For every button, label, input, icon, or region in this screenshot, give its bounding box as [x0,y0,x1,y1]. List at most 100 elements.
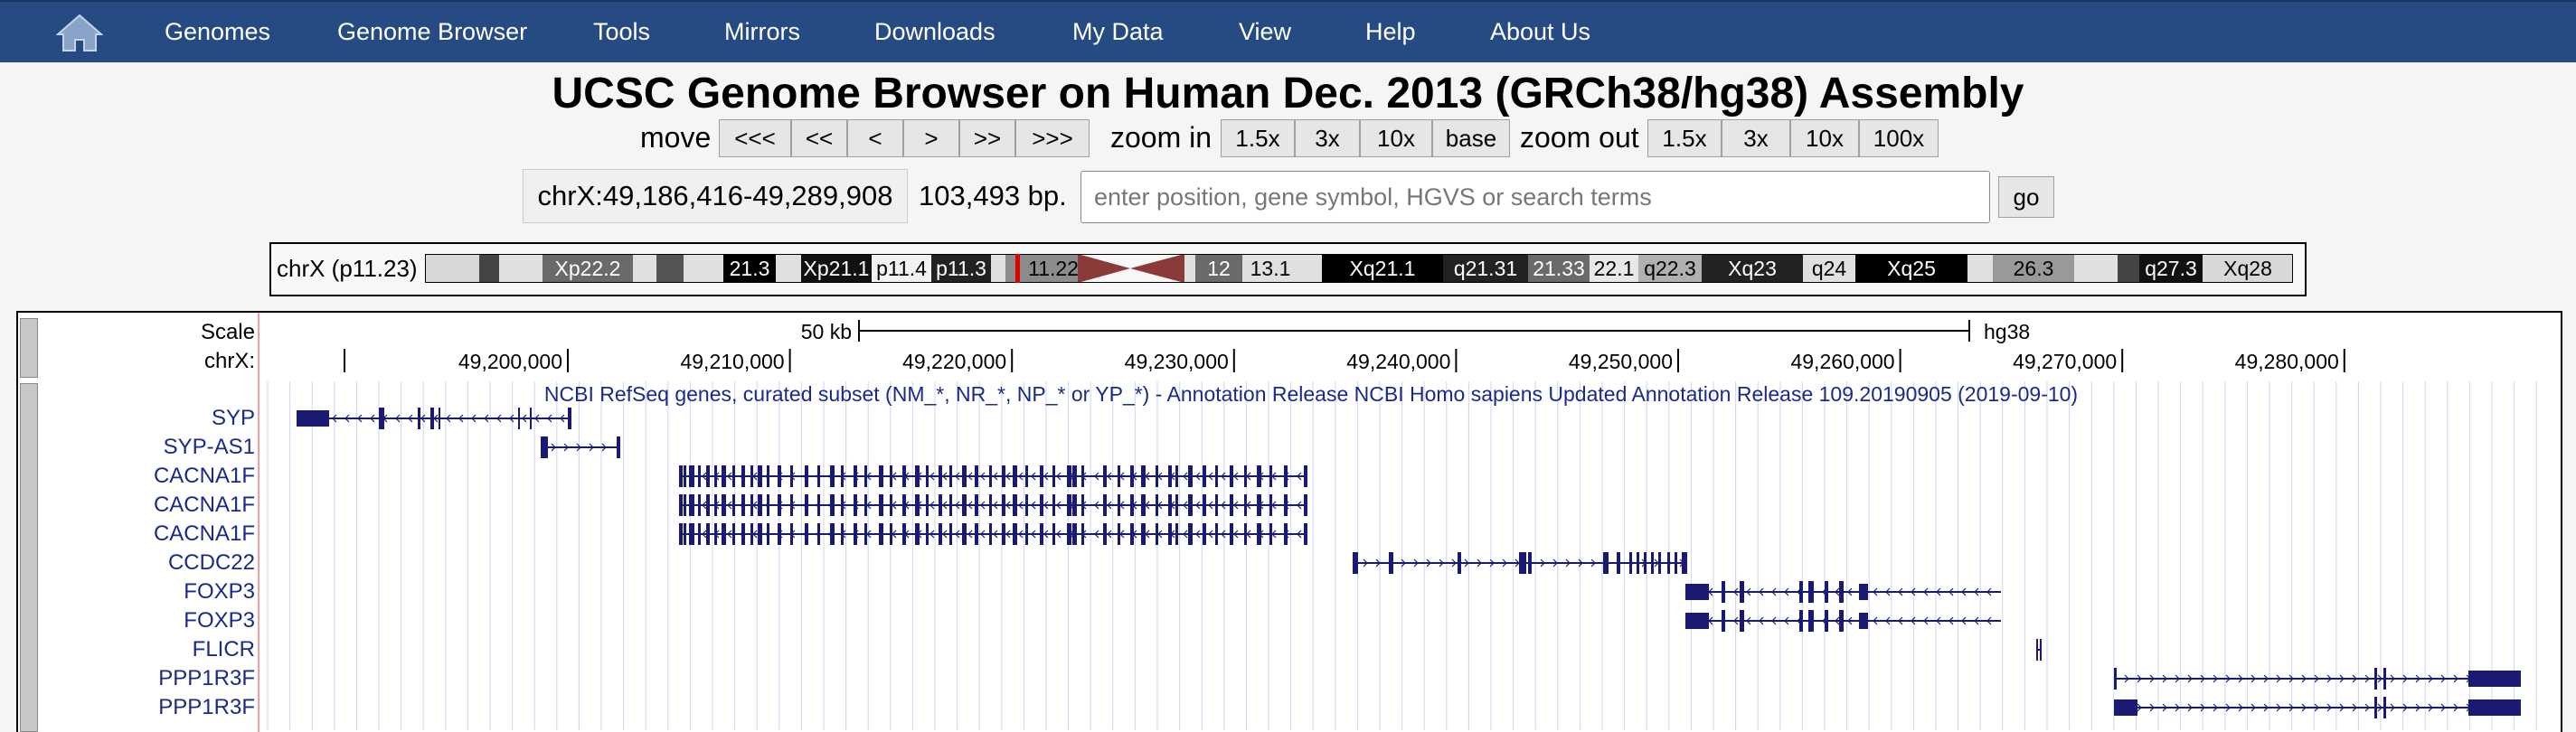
band-bg [479,254,499,283]
nav-help[interactable]: Help [1365,18,1416,45]
band-bg [425,254,479,283]
gene-label[interactable]: CACNA1F [153,493,255,517]
ideogram-bands[interactable]: Xp22.2 21.3 Xp21.1 p11.4 p11.3 11.22 12 … [425,254,2293,283]
band-label: Xq25 [1887,257,1936,280]
gene-label[interactable]: PPP1R3F [158,666,255,690]
nav-mirrors[interactable]: Mirrors [724,18,800,45]
band-label: Xq21.1 [1350,257,1416,280]
region-size: 103,493 bp. [919,180,1067,211]
band-label: q22.3 [1644,257,1696,280]
band-label: 22.1 [1594,257,1635,280]
nav-genome-browser[interactable]: Genome Browser [337,18,528,45]
band-bg [1993,254,2074,283]
band-label: Xp21.1 [804,257,870,280]
move-far-left-button[interactable]: <<< [719,119,791,157]
band-label: 11.22 [1028,257,1079,280]
zoom-out-10x-button[interactable]: 10x [1790,119,1859,157]
nav-tools[interactable]: Tools [593,18,651,45]
band-label: q21.31 [1454,257,1517,280]
band-bg [543,254,633,283]
gene-label[interactable]: CACNA1F [153,464,255,488]
gene-label[interactable]: SYP-AS1 [163,435,255,459]
centromere-q [1130,254,1184,283]
band-bg [776,254,801,283]
gene-label[interactable]: SYP [211,406,255,430]
band-bg [1528,254,1590,283]
ideogram-label: chrX (p11.23) [277,255,418,282]
band-bg [1322,254,1443,283]
refseq-track-button[interactable] [20,383,38,732]
nav-my-data[interactable]: My Data [1072,18,1164,45]
move-step-left-button[interactable]: < [847,119,903,157]
ideogram-outline [425,254,2293,283]
band-bg [2203,254,2293,283]
gene-label[interactable]: FOXP3 [184,608,255,633]
zoom-in-1-5x-button[interactable]: 1.5x [1221,119,1295,157]
gene-label[interactable]: FLICR [192,637,255,662]
gene-label[interactable]: CCDC22 [167,550,255,575]
band-label: 21.3 [730,257,770,280]
band-bg [656,254,684,283]
zoom-out-100x-button[interactable]: 100x [1859,119,1939,157]
move-right-button[interactable]: >> [959,119,1015,157]
nav-view[interactable]: View [1239,18,1292,45]
page-title: UCSC Genome Browser on Human Dec. 2013 (… [552,70,2024,117]
band-bg [872,254,931,283]
band-label: q27.3 [2145,257,2197,280]
move-label: move [640,121,712,154]
position-search-input[interactable] [1080,171,1990,223]
band-bg [2139,254,2203,283]
band-bg [633,254,656,283]
band-bg [1298,254,1322,283]
gene-label[interactable]: CACNA1F [153,521,255,546]
gene-label[interactable]: PPP1R3F [158,695,255,719]
home-icon[interactable] [56,13,103,52]
band-bg [1967,254,1993,283]
go-button[interactable]: go [1998,176,2054,218]
move-far-right-button[interactable]: >>> [1015,119,1090,157]
band-bg [499,254,543,283]
band-label: 26.3 [2014,257,2054,280]
zoom-out-label: zoom out [1520,121,1639,154]
nav-genomes[interactable]: Genomes [165,18,271,45]
band-bg [1195,254,1242,283]
zoom-in-10x-button[interactable]: 10x [1360,119,1432,157]
band-bg [1855,254,1967,283]
band-label: p11.4 [876,257,927,280]
scale-label: Scale [200,320,255,344]
band-bg [684,254,723,283]
band-label: 21.33 [1533,257,1585,280]
band-bg [1803,254,1855,283]
band-bg [1590,254,1638,283]
position-display: chrX:49,186,416-49,289,908 [523,169,908,223]
band-bg [2074,254,2118,283]
nav-about-us[interactable]: About Us [1490,18,1591,45]
band-label: q24 [1812,257,1847,280]
zoom-out-3x-button[interactable]: 3x [1722,119,1790,157]
band-bg [1184,254,1195,283]
band-label: Xq28 [2223,257,2272,280]
band-label: Xq23 [1728,257,1777,280]
zoom-in-label: zoom in [1110,121,1213,154]
band-bg [1242,254,1298,283]
move-left-button[interactable]: << [791,119,847,157]
nav-downloads[interactable]: Downloads [874,18,995,45]
gene-label[interactable]: FOXP3 [184,579,255,604]
band-label: 12 [1207,257,1231,280]
chrom-label: chrX: [203,349,255,373]
centromere-p [1078,254,1130,283]
band-bg [1443,254,1528,283]
band-bg [1638,254,1702,283]
zoom-out-1-5x-button[interactable]: 1.5x [1647,119,1722,157]
zoom-in-base-button[interactable]: base [1432,119,1510,157]
zoom-in-3x-button[interactable]: 3x [1295,119,1360,157]
band-bg [2118,254,2139,283]
band-label: Xp22.2 [555,257,621,280]
band-bg [723,254,776,283]
track-panel[interactable] [16,311,2562,732]
move-step-right-button[interactable]: > [903,119,959,157]
band-bg [1702,254,1803,283]
current-position-marker [1015,254,1020,283]
base-position-track-button[interactable] [20,318,38,378]
band-bg [931,254,991,283]
